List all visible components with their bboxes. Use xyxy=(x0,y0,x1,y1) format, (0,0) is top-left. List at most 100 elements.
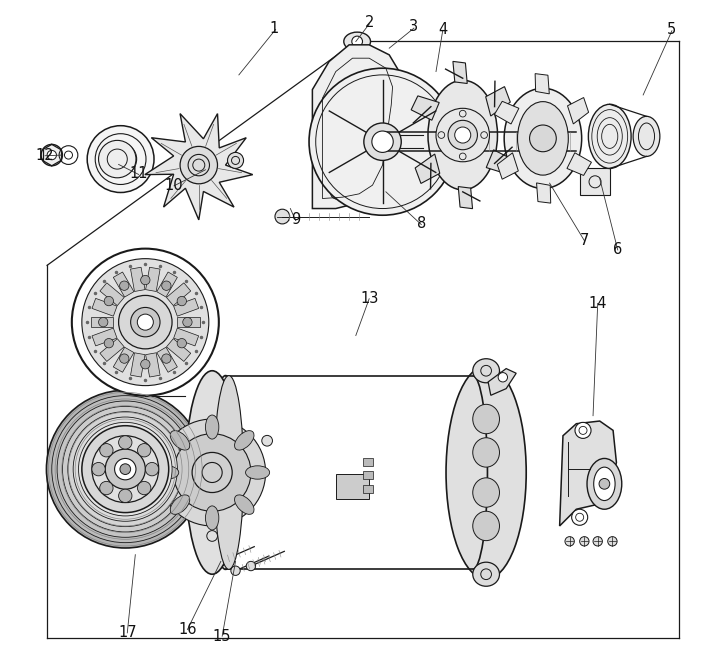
Circle shape xyxy=(141,360,150,369)
Text: 11: 11 xyxy=(129,166,148,181)
Circle shape xyxy=(262,435,273,446)
Polygon shape xyxy=(167,282,191,305)
Ellipse shape xyxy=(154,466,179,479)
Circle shape xyxy=(608,537,617,546)
Text: 4: 4 xyxy=(438,22,447,37)
Circle shape xyxy=(173,433,251,511)
Text: 3: 3 xyxy=(410,19,418,34)
Circle shape xyxy=(72,249,219,396)
Polygon shape xyxy=(91,317,113,327)
Polygon shape xyxy=(415,154,440,183)
Circle shape xyxy=(183,317,192,327)
Ellipse shape xyxy=(594,467,615,501)
Polygon shape xyxy=(486,87,510,116)
Ellipse shape xyxy=(211,376,240,570)
Circle shape xyxy=(82,425,169,513)
Ellipse shape xyxy=(473,478,500,507)
Circle shape xyxy=(138,444,151,457)
Bar xyxy=(362,458,373,466)
Text: 7: 7 xyxy=(580,233,589,248)
Ellipse shape xyxy=(170,495,190,515)
Ellipse shape xyxy=(214,376,244,570)
Circle shape xyxy=(138,481,151,495)
Text: 13: 13 xyxy=(360,291,378,306)
Polygon shape xyxy=(411,96,439,120)
Polygon shape xyxy=(580,168,610,195)
Polygon shape xyxy=(130,267,145,291)
Text: 15: 15 xyxy=(213,629,231,643)
Ellipse shape xyxy=(246,466,270,479)
Polygon shape xyxy=(146,267,160,291)
Ellipse shape xyxy=(518,101,568,175)
Text: 14: 14 xyxy=(589,296,607,311)
Circle shape xyxy=(309,68,456,215)
Text: 5: 5 xyxy=(667,22,676,37)
Circle shape xyxy=(162,281,171,291)
Circle shape xyxy=(119,435,132,449)
Circle shape xyxy=(104,338,114,348)
Ellipse shape xyxy=(473,437,500,467)
Polygon shape xyxy=(568,97,589,124)
Circle shape xyxy=(141,275,150,285)
Polygon shape xyxy=(92,328,117,346)
Circle shape xyxy=(68,412,183,527)
Ellipse shape xyxy=(344,32,370,51)
Ellipse shape xyxy=(186,371,239,574)
Polygon shape xyxy=(497,153,518,179)
Circle shape xyxy=(207,531,217,541)
Circle shape xyxy=(380,187,393,201)
Polygon shape xyxy=(535,74,550,94)
Polygon shape xyxy=(100,282,124,305)
Ellipse shape xyxy=(446,366,526,579)
Bar xyxy=(336,474,369,499)
Text: 9: 9 xyxy=(291,213,300,227)
Circle shape xyxy=(104,297,114,306)
Circle shape xyxy=(119,489,132,503)
Polygon shape xyxy=(130,353,145,377)
Polygon shape xyxy=(157,272,178,297)
Circle shape xyxy=(41,144,62,166)
Text: 2: 2 xyxy=(365,15,374,30)
Circle shape xyxy=(364,123,401,160)
Polygon shape xyxy=(488,368,516,395)
Polygon shape xyxy=(113,347,134,372)
Polygon shape xyxy=(560,421,616,526)
Ellipse shape xyxy=(473,562,500,586)
Polygon shape xyxy=(167,339,191,362)
Circle shape xyxy=(593,537,602,546)
Circle shape xyxy=(565,537,574,546)
Ellipse shape xyxy=(589,104,631,168)
Polygon shape xyxy=(486,150,514,174)
Circle shape xyxy=(436,108,489,162)
Polygon shape xyxy=(174,299,199,316)
Ellipse shape xyxy=(235,495,254,515)
Circle shape xyxy=(162,354,171,363)
Ellipse shape xyxy=(428,81,497,190)
Circle shape xyxy=(575,422,591,438)
Circle shape xyxy=(216,557,225,566)
Circle shape xyxy=(78,422,172,516)
Circle shape xyxy=(599,478,610,489)
Circle shape xyxy=(119,295,172,349)
Polygon shape xyxy=(113,272,134,297)
Text: 6: 6 xyxy=(613,242,622,258)
Circle shape xyxy=(100,444,113,457)
Circle shape xyxy=(529,125,556,152)
Polygon shape xyxy=(92,299,117,316)
Text: 8: 8 xyxy=(417,216,426,231)
Ellipse shape xyxy=(633,116,660,156)
Circle shape xyxy=(448,120,478,150)
Circle shape xyxy=(46,391,204,548)
Circle shape xyxy=(275,209,290,224)
Polygon shape xyxy=(145,113,253,220)
Polygon shape xyxy=(178,317,200,327)
Circle shape xyxy=(177,297,186,306)
Text: 12: 12 xyxy=(36,148,54,162)
Circle shape xyxy=(130,307,160,337)
Ellipse shape xyxy=(205,506,219,530)
Circle shape xyxy=(331,186,344,199)
Text: 16: 16 xyxy=(178,622,196,637)
Ellipse shape xyxy=(235,431,254,450)
Circle shape xyxy=(192,452,232,493)
Circle shape xyxy=(115,458,136,480)
